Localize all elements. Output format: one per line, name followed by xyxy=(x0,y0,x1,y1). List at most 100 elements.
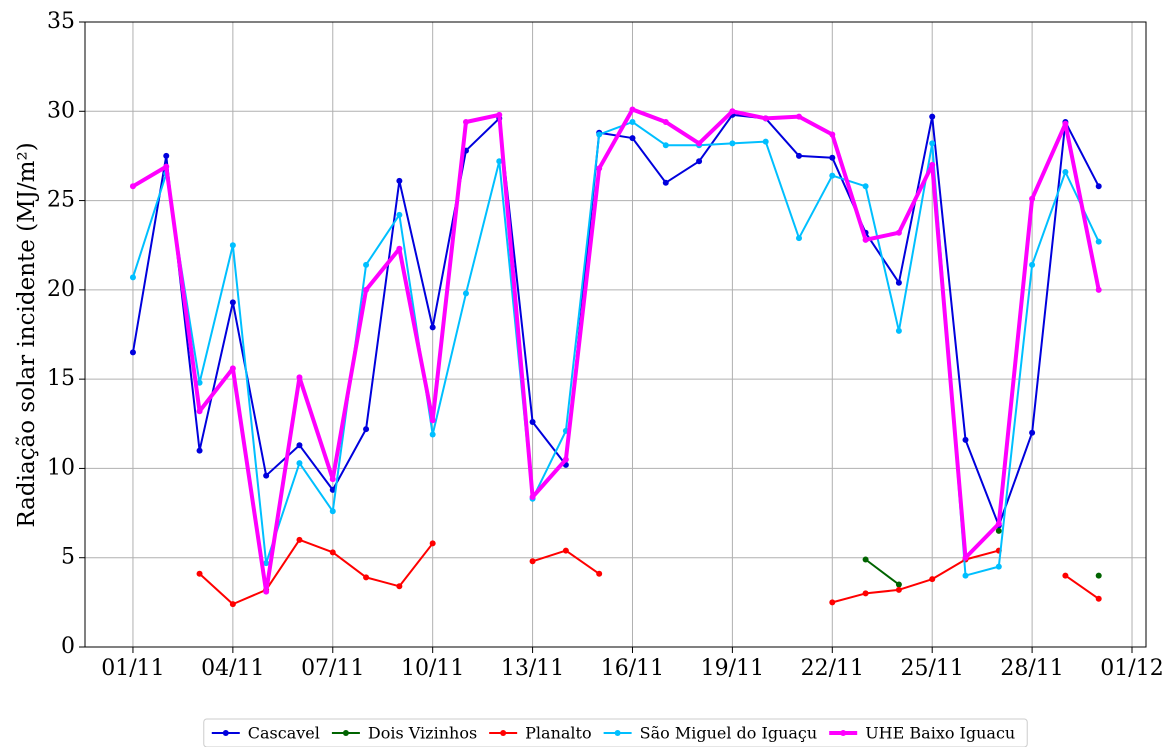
point xyxy=(529,419,536,425)
legend-marker xyxy=(614,730,621,736)
y-tick-label: 30 xyxy=(47,98,75,123)
point xyxy=(363,426,370,433)
y-tick-label: 20 xyxy=(47,277,75,302)
x-tick-label: 25/11 xyxy=(900,656,963,681)
x-tick-label: 10/11 xyxy=(401,656,464,681)
point xyxy=(929,140,936,147)
point xyxy=(429,417,436,424)
point xyxy=(729,140,736,147)
point xyxy=(995,520,1002,527)
point xyxy=(462,119,469,125)
point xyxy=(629,135,636,142)
point xyxy=(596,131,603,138)
point xyxy=(429,324,436,331)
point xyxy=(895,327,902,334)
point xyxy=(662,119,669,125)
series-line xyxy=(131,107,1101,594)
x-tick-label: 01/11 xyxy=(101,656,164,681)
plot-frame xyxy=(84,21,1147,648)
legend-marker xyxy=(840,730,847,736)
y-tick-label: 5 xyxy=(61,545,75,570)
x-tick-label: 22/11 xyxy=(801,656,864,681)
point xyxy=(196,447,203,454)
point xyxy=(296,536,303,543)
legend-marker xyxy=(342,730,349,736)
point xyxy=(396,177,403,184)
point xyxy=(263,560,270,567)
point xyxy=(829,154,836,161)
series-line xyxy=(131,113,1100,527)
point xyxy=(229,365,236,372)
point xyxy=(895,229,902,236)
point xyxy=(229,299,236,306)
point xyxy=(562,456,569,463)
legend-label: São Miguel do Iguaçu xyxy=(640,724,818,743)
point xyxy=(629,119,636,125)
point xyxy=(1062,169,1069,175)
point xyxy=(829,131,836,138)
y-tick-label: 35 xyxy=(47,9,75,34)
point xyxy=(129,183,136,190)
point xyxy=(962,572,969,579)
legend-label: Cascavel xyxy=(248,724,320,743)
point xyxy=(496,158,503,165)
point xyxy=(296,374,303,381)
point xyxy=(429,540,436,547)
point xyxy=(129,274,136,281)
point xyxy=(296,442,303,449)
y-tick-label: 25 xyxy=(47,188,75,213)
point xyxy=(1095,238,1102,245)
point xyxy=(196,408,203,415)
point xyxy=(895,581,902,588)
point xyxy=(795,152,802,159)
point xyxy=(596,570,603,577)
point xyxy=(696,158,703,165)
point xyxy=(762,138,769,145)
x-tick-label: 13/11 xyxy=(501,656,564,681)
point xyxy=(895,279,902,286)
point xyxy=(1062,120,1069,127)
y-tick-label: 10 xyxy=(47,455,75,480)
point xyxy=(962,436,969,443)
point xyxy=(962,554,969,561)
point xyxy=(995,563,1002,570)
point xyxy=(829,172,836,179)
point xyxy=(929,576,936,583)
point xyxy=(396,245,403,252)
point xyxy=(662,142,669,149)
point xyxy=(729,108,736,115)
point xyxy=(662,179,669,186)
point xyxy=(496,111,503,118)
point xyxy=(862,556,869,563)
point xyxy=(363,261,370,268)
point xyxy=(163,163,170,170)
x-tick-label: 16/11 xyxy=(601,656,664,681)
point xyxy=(363,286,370,293)
point xyxy=(396,583,403,590)
x-tick-label: 07/11 xyxy=(301,656,364,681)
point xyxy=(263,588,270,595)
y-tick-label: 15 xyxy=(47,366,75,391)
point xyxy=(762,115,769,122)
point xyxy=(929,113,936,120)
x-tick-label: 19/11 xyxy=(701,656,764,681)
point xyxy=(329,508,336,515)
point xyxy=(229,242,236,249)
point xyxy=(1029,261,1036,268)
point xyxy=(296,460,303,467)
point xyxy=(1029,195,1036,202)
legend: Cascavel Dois Vizinhos Planalto São Miguel … xyxy=(211,724,1015,743)
point xyxy=(895,586,902,593)
point xyxy=(995,527,1002,534)
point xyxy=(795,113,802,120)
point xyxy=(229,601,236,608)
point xyxy=(529,558,536,565)
x-tick-label: 01/12 xyxy=(1100,656,1163,681)
point xyxy=(396,211,403,218)
point xyxy=(1095,183,1102,190)
point xyxy=(862,183,869,190)
point xyxy=(329,476,336,483)
point xyxy=(263,472,270,479)
